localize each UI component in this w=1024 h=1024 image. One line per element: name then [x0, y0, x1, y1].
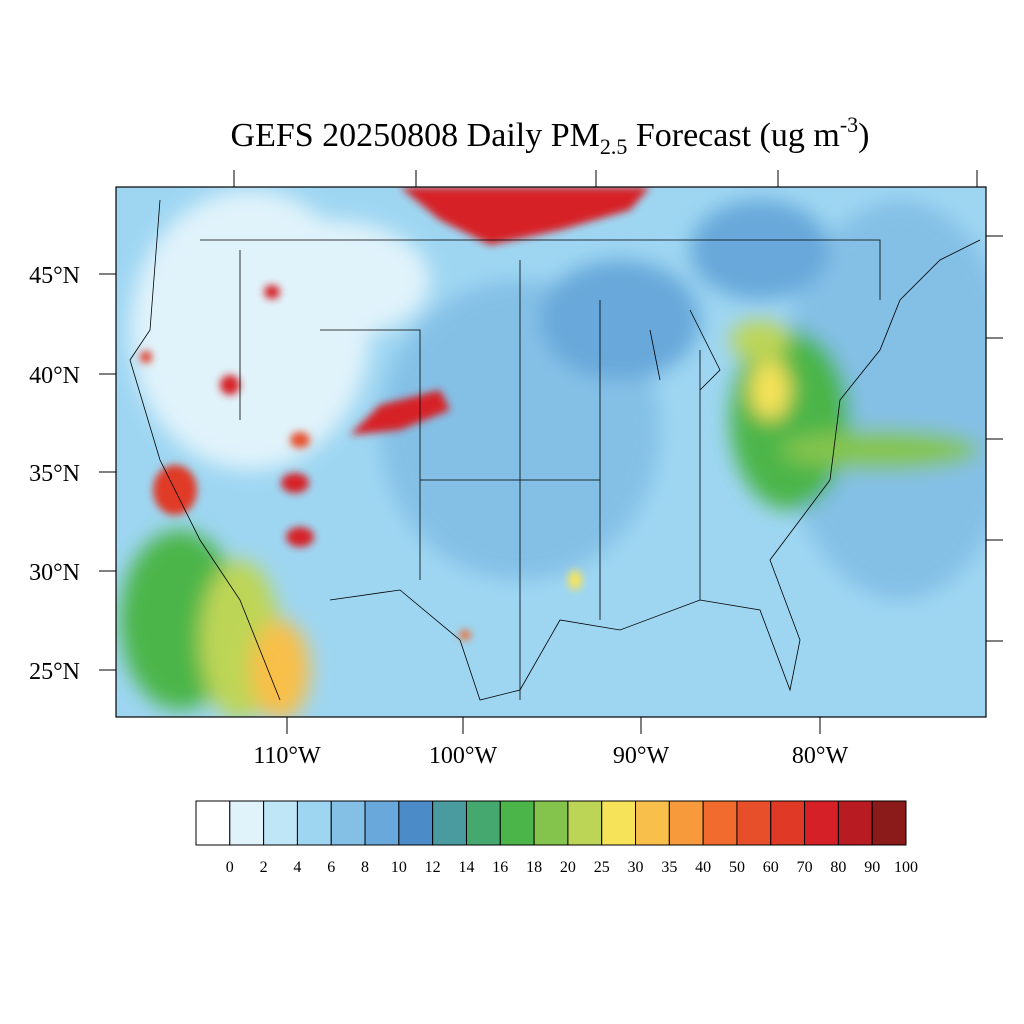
colorbar-box	[364, 800, 400, 846]
colorbar-box	[398, 800, 434, 846]
colorbar-box	[465, 800, 501, 846]
colorbar-box	[837, 800, 873, 846]
colorbar-box	[432, 800, 467, 846]
colorbar-label: 12	[425, 859, 441, 876]
colorbar-label: 30	[628, 859, 644, 876]
lat-label: 45°N	[29, 263, 80, 289]
colorbar-label: 8	[361, 859, 369, 876]
colorbar-label: 20	[560, 859, 576, 876]
colorbar-box	[601, 800, 637, 846]
colorbar-box	[668, 800, 704, 846]
title-main: GEFS 20250808 Daily PM	[231, 117, 600, 154]
colorbar-label: 14	[458, 859, 474, 876]
colorbar-box	[533, 800, 569, 846]
colorbar-label: 80	[830, 859, 846, 876]
colorbar-label: 18	[526, 859, 542, 876]
colorbar-box	[296, 800, 332, 846]
colorbar-box	[770, 800, 806, 846]
map	[116, 187, 986, 717]
colorbar-box	[330, 800, 366, 846]
colorbar-label: 70	[797, 859, 813, 876]
lat-label: 30°N	[29, 560, 80, 586]
colorbar: 0 2 4 6 8 10 12 14 16 18 20 25 30 35 40 50 60 70 80 90 100	[195, 800, 918, 876]
colorbar-label: 2	[260, 859, 268, 876]
axis-labels: 45°N 40°N 35°N 30°N 25°N 110°W 100°W 90°W 80°W	[29, 263, 848, 769]
lon-label: 80°W	[792, 743, 849, 769]
colorbar-box	[567, 800, 603, 846]
colorbar-label: 90	[864, 859, 880, 876]
colorbar-box	[736, 800, 772, 846]
colorbar-box	[804, 800, 839, 846]
title-superscript: -3	[840, 112, 858, 137]
colorbar-label: 35	[661, 859, 677, 876]
title: GEFS 20250808 Daily PM2.5 Forecast (ug m…	[231, 112, 870, 159]
colorbar-label: 6	[327, 859, 335, 876]
title-unit-close: )	[858, 117, 869, 154]
colorbar-box	[499, 800, 535, 846]
lat-label: 40°N	[29, 363, 80, 389]
colorbar-label: 60	[763, 859, 779, 876]
colorbar-label: 0	[226, 859, 234, 876]
colorbar-label: 4	[293, 859, 301, 876]
colorbar-box	[195, 800, 231, 846]
title-unit: Forecast (ug m	[627, 117, 839, 154]
colorbar-box	[871, 800, 907, 846]
title-subscript: 2.5	[600, 134, 628, 159]
lat-label: 35°N	[29, 461, 80, 487]
colorbar-label: 16	[492, 859, 508, 876]
colorbar-box	[263, 800, 298, 846]
lat-label: 25°N	[29, 659, 80, 685]
map-frame	[115, 186, 987, 718]
colorbar-box	[229, 800, 265, 846]
lon-label: 100°W	[429, 743, 498, 769]
lon-label: 90°W	[613, 743, 670, 769]
lon-label: 110°W	[253, 743, 321, 769]
colorbar-label: 50	[729, 859, 745, 876]
colorbar-label: 25	[594, 859, 610, 876]
colorbar-box	[635, 800, 670, 846]
colorbar-label: 10	[391, 859, 407, 876]
colorbar-label: 100	[894, 859, 918, 876]
colorbar-box	[702, 800, 738, 846]
axis-ticks	[99, 170, 1003, 734]
colorbar-label: 40	[695, 859, 711, 876]
